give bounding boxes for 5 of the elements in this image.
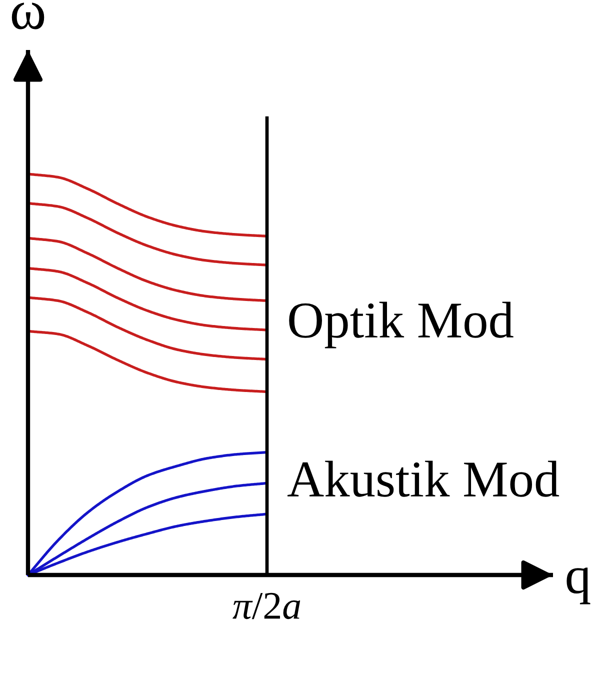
text: π/2a — [232, 592, 300, 620]
text: Optik Mod — [289, 302, 514, 348]
text: Akustik Mod — [288, 460, 560, 497]
text: q — [566, 568, 590, 604]
y-axis-title: ω — [12, 2, 44, 30]
